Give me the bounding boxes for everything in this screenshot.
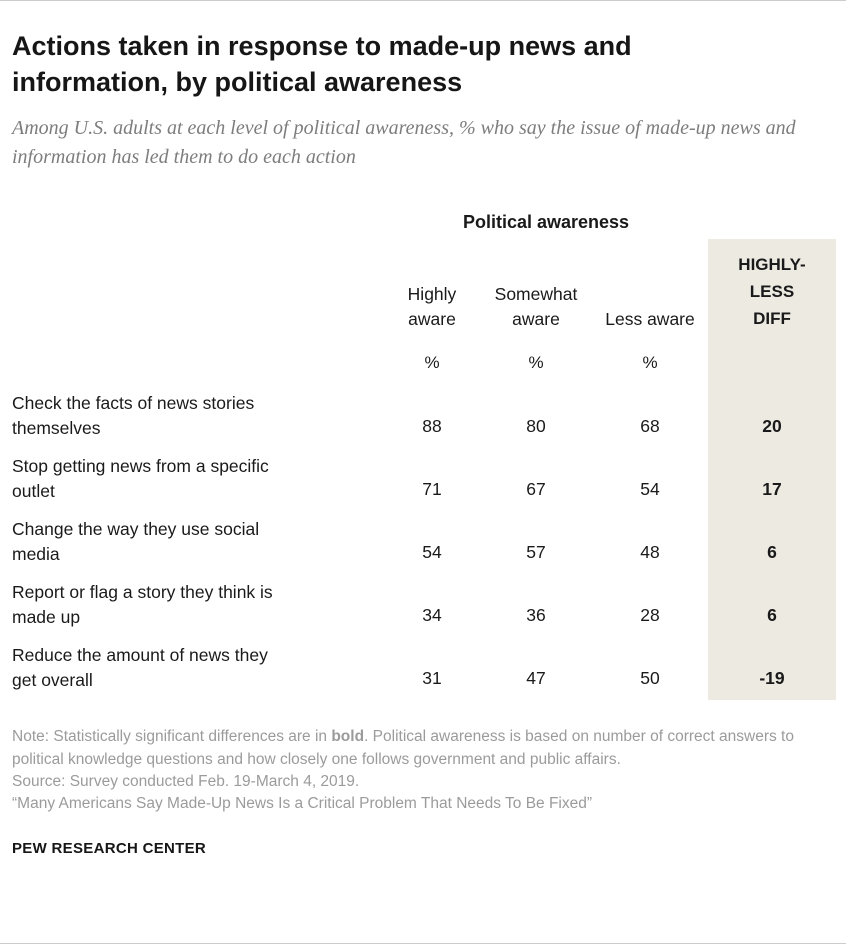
page-title: Actions taken in response to made-up new… xyxy=(12,31,632,97)
value-somewhat-aware: 67 xyxy=(526,479,546,500)
value-diff: 20 xyxy=(708,385,836,449)
unit-percent: % xyxy=(528,353,544,373)
row-label-line: Change the way they use social xyxy=(12,519,260,540)
row-label: Reduce the amount of news they get overa… xyxy=(12,637,384,700)
source-text: Source: Survey conducted Feb. 19-March 4… xyxy=(12,772,360,790)
row-label-text: Report or flag a story they think is mad… xyxy=(12,580,273,629)
data-table: Political awareness Highly aware Somewha… xyxy=(12,197,836,701)
spacer-cell xyxy=(12,239,384,335)
value-highly-aware: 88 xyxy=(422,416,442,437)
footnotes: Note: Statistically significant differen… xyxy=(12,726,824,816)
row-label: Report or flag a story they think is mad… xyxy=(12,574,384,637)
value-less-aware: 50 xyxy=(640,668,660,689)
row-label-line: outlet xyxy=(12,480,55,501)
value-diff: 6 xyxy=(708,511,836,575)
subtitle: Among U.S. adults at each level of polit… xyxy=(12,117,796,168)
value-somewhat-aware: 36 xyxy=(526,605,546,626)
row-label-line: made up xyxy=(12,606,81,627)
row-label-line: Report or flag a story they think is xyxy=(12,582,273,603)
value-highly-aware: 34 xyxy=(422,605,442,626)
diff-header-line: HIGHLY- xyxy=(738,255,806,275)
value-highly-aware: 31 xyxy=(422,668,442,689)
value-diff: 17 xyxy=(708,448,836,512)
row-label-text: Reduce the amount of news they get overa… xyxy=(12,643,268,692)
unit-percent: % xyxy=(642,353,658,373)
note-suffix: . Political awareness is based on number… xyxy=(12,728,794,768)
value-less-aware: 54 xyxy=(640,479,660,500)
row-label-line: Check the facts of news stories xyxy=(12,393,255,414)
row-label-line: media xyxy=(12,543,60,564)
column-header-somewhat-aware: Somewhat aware xyxy=(494,284,578,329)
value-highly-aware: 71 xyxy=(422,479,442,500)
spacer-cell xyxy=(12,335,384,385)
value-somewhat-aware: 57 xyxy=(526,542,546,563)
value-less-aware: 68 xyxy=(640,416,660,437)
row-label-text: Stop getting news from a specific outlet xyxy=(12,454,269,503)
row-label-line: themselves xyxy=(12,417,101,438)
column-header-less-aware: Less aware xyxy=(605,308,695,329)
value-less-aware: 48 xyxy=(640,542,660,563)
group-header: Political awareness xyxy=(462,212,630,233)
row-label: Stop getting news from a specific outlet xyxy=(12,448,384,511)
value-less-aware: 28 xyxy=(640,605,660,626)
row-label-text: Change the way they use social media xyxy=(12,517,259,566)
row-label: Change the way they use social media xyxy=(12,511,384,574)
value-somewhat-aware: 80 xyxy=(526,416,546,437)
spacer-cell xyxy=(708,197,836,239)
spacer-cell xyxy=(12,197,384,239)
row-label-text: Check the facts of news stories themselv… xyxy=(12,391,254,440)
value-highly-aware: 54 xyxy=(422,542,442,563)
value-diff: 6 xyxy=(708,574,836,638)
pew-research-center-wordmark: PEW RESEARCH CENTER xyxy=(12,839,207,857)
diff-spacer-cell xyxy=(708,335,836,386)
diff-header-line: DIFF xyxy=(753,309,791,329)
diff-header-line: LESS xyxy=(749,282,795,302)
column-header-highly-aware: Highly aware xyxy=(407,284,457,329)
unit-percent: % xyxy=(424,353,440,373)
value-diff: -19 xyxy=(708,637,836,701)
row-label-line: Reduce the amount of news they xyxy=(12,645,268,666)
note-bold-word: bold xyxy=(331,728,365,746)
note-text: Note: Statistically significant differen… xyxy=(12,726,824,771)
row-label: Check the facts of news stories themselv… xyxy=(12,385,384,448)
row-label-line: Stop getting news from a specific xyxy=(12,456,269,477)
value-somewhat-aware: 47 xyxy=(526,668,546,689)
column-header-diff: HIGHLY- LESS DIFF xyxy=(708,239,836,336)
row-label-line: get overall xyxy=(12,669,93,690)
report-title-quote: “Many Americans Say Made-Up News Is a Cr… xyxy=(12,795,593,813)
note-prefix: Note: Statistically significant differen… xyxy=(12,728,332,746)
